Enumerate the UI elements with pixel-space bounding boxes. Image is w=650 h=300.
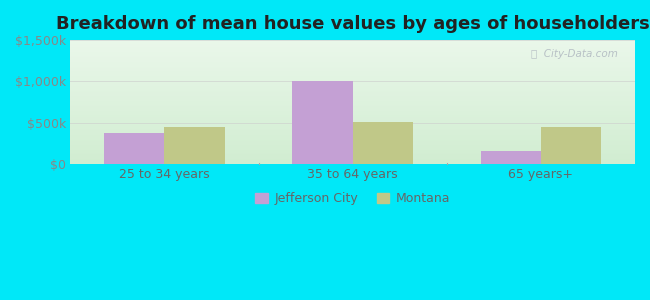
Bar xyxy=(541,127,601,164)
Bar xyxy=(292,82,353,164)
Text: ⓘ  City-Data.com: ⓘ City-Data.com xyxy=(531,49,618,59)
Bar xyxy=(353,122,413,164)
Title: Breakdown of mean house values by ages of householders: Breakdown of mean house values by ages o… xyxy=(56,15,649,33)
Bar xyxy=(104,133,164,164)
Bar xyxy=(480,151,541,164)
Bar xyxy=(164,127,225,164)
Legend: Jefferson City, Montana: Jefferson City, Montana xyxy=(250,187,455,210)
